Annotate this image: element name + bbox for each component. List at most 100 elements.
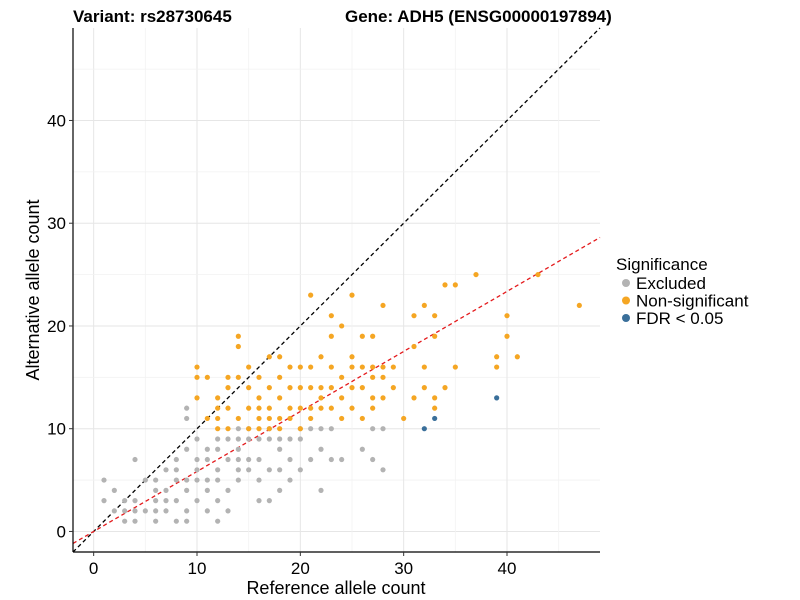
data-point [246,436,252,442]
data-point [215,426,221,432]
data-point [349,354,355,360]
data-point [194,477,200,483]
data-point [390,364,396,370]
data-point [225,426,231,432]
data-point [132,498,138,504]
data-point [277,374,283,380]
series-fdr-0-05 [421,395,500,432]
data-point [432,313,438,319]
data-point [277,446,283,452]
data-point [266,436,272,442]
data-point [432,405,438,411]
data-point [153,518,159,524]
data-point [225,374,231,380]
y-axis-ticks: 0 10 20 30 40 [47,111,73,541]
data-point [225,508,231,514]
data-point [204,508,210,514]
data-point [370,426,376,432]
data-point [173,477,179,483]
data-point [390,385,396,391]
data-point [411,313,417,319]
x-tick-label: 0 [89,559,98,578]
data-point [235,374,241,380]
data-point [194,364,200,370]
data-point [380,302,386,309]
data-point [256,405,262,411]
data-point [184,446,190,452]
data-point [173,498,179,504]
data-point [308,292,314,298]
data-point [328,456,334,463]
data-point [308,364,314,370]
data-point [421,385,427,391]
data-point [359,385,365,391]
data-point [215,498,221,504]
data-point [266,405,272,411]
data-point [277,354,283,360]
x-axis-ticks: 0 10 20 30 40 [89,552,516,578]
y-axis-title: Alternative allele count [23,199,43,380]
data-point [256,374,262,380]
data-point [163,498,169,504]
y-tick-label: 20 [47,317,66,336]
data-point [277,395,283,401]
data-point [370,364,376,370]
data-point [194,467,200,473]
data-point [153,498,159,504]
data-point [411,343,417,350]
legend-label-1: Non-significant [636,292,749,311]
data-point [194,456,200,463]
data-point [287,477,293,483]
data-point [101,498,107,504]
data-point [111,487,117,493]
data-point [328,333,334,339]
data-point [194,395,200,401]
data-point [246,456,252,463]
data-point [349,405,355,411]
x-tick-label: 30 [394,559,413,578]
data-point [370,333,376,339]
chart-title-gene: Gene: ADH5 (ENSG00000197894) [345,7,612,26]
data-point [287,436,293,442]
data-point [235,436,241,442]
series-excluded [101,405,386,524]
data-point [266,385,272,391]
data-point [287,415,293,422]
data-point [328,385,334,391]
data-point [535,271,541,278]
data-point [308,415,314,422]
title: Variant: rs28730645 Gene: ADH5 (ENSG0000… [73,7,612,26]
x-tick-label: 10 [188,559,207,578]
data-point [308,456,314,463]
data-point [421,364,427,370]
data-point [277,436,283,442]
data-point [235,343,241,350]
data-point [494,354,500,360]
data-point [194,436,200,442]
data-point [277,415,283,422]
data-point [370,395,376,401]
data-point [494,395,500,401]
data-point [277,426,283,432]
data-point [308,385,314,391]
data-point [215,395,221,401]
data-point [194,374,200,380]
data-point [235,477,241,483]
data-point [246,405,252,411]
data-point [173,456,179,463]
data-point [401,415,407,422]
data-point [266,498,272,504]
data-point [318,354,324,360]
data-point [359,446,365,452]
data-point [339,395,345,401]
data-point [370,456,376,463]
data-point [132,518,138,524]
data-point [297,436,303,442]
data-point [266,354,272,360]
data-point [132,456,138,463]
y-tick-label: 10 [47,420,66,439]
data-point [432,415,438,422]
data-point [122,498,128,504]
data-point [308,405,314,411]
data-point [215,446,221,452]
